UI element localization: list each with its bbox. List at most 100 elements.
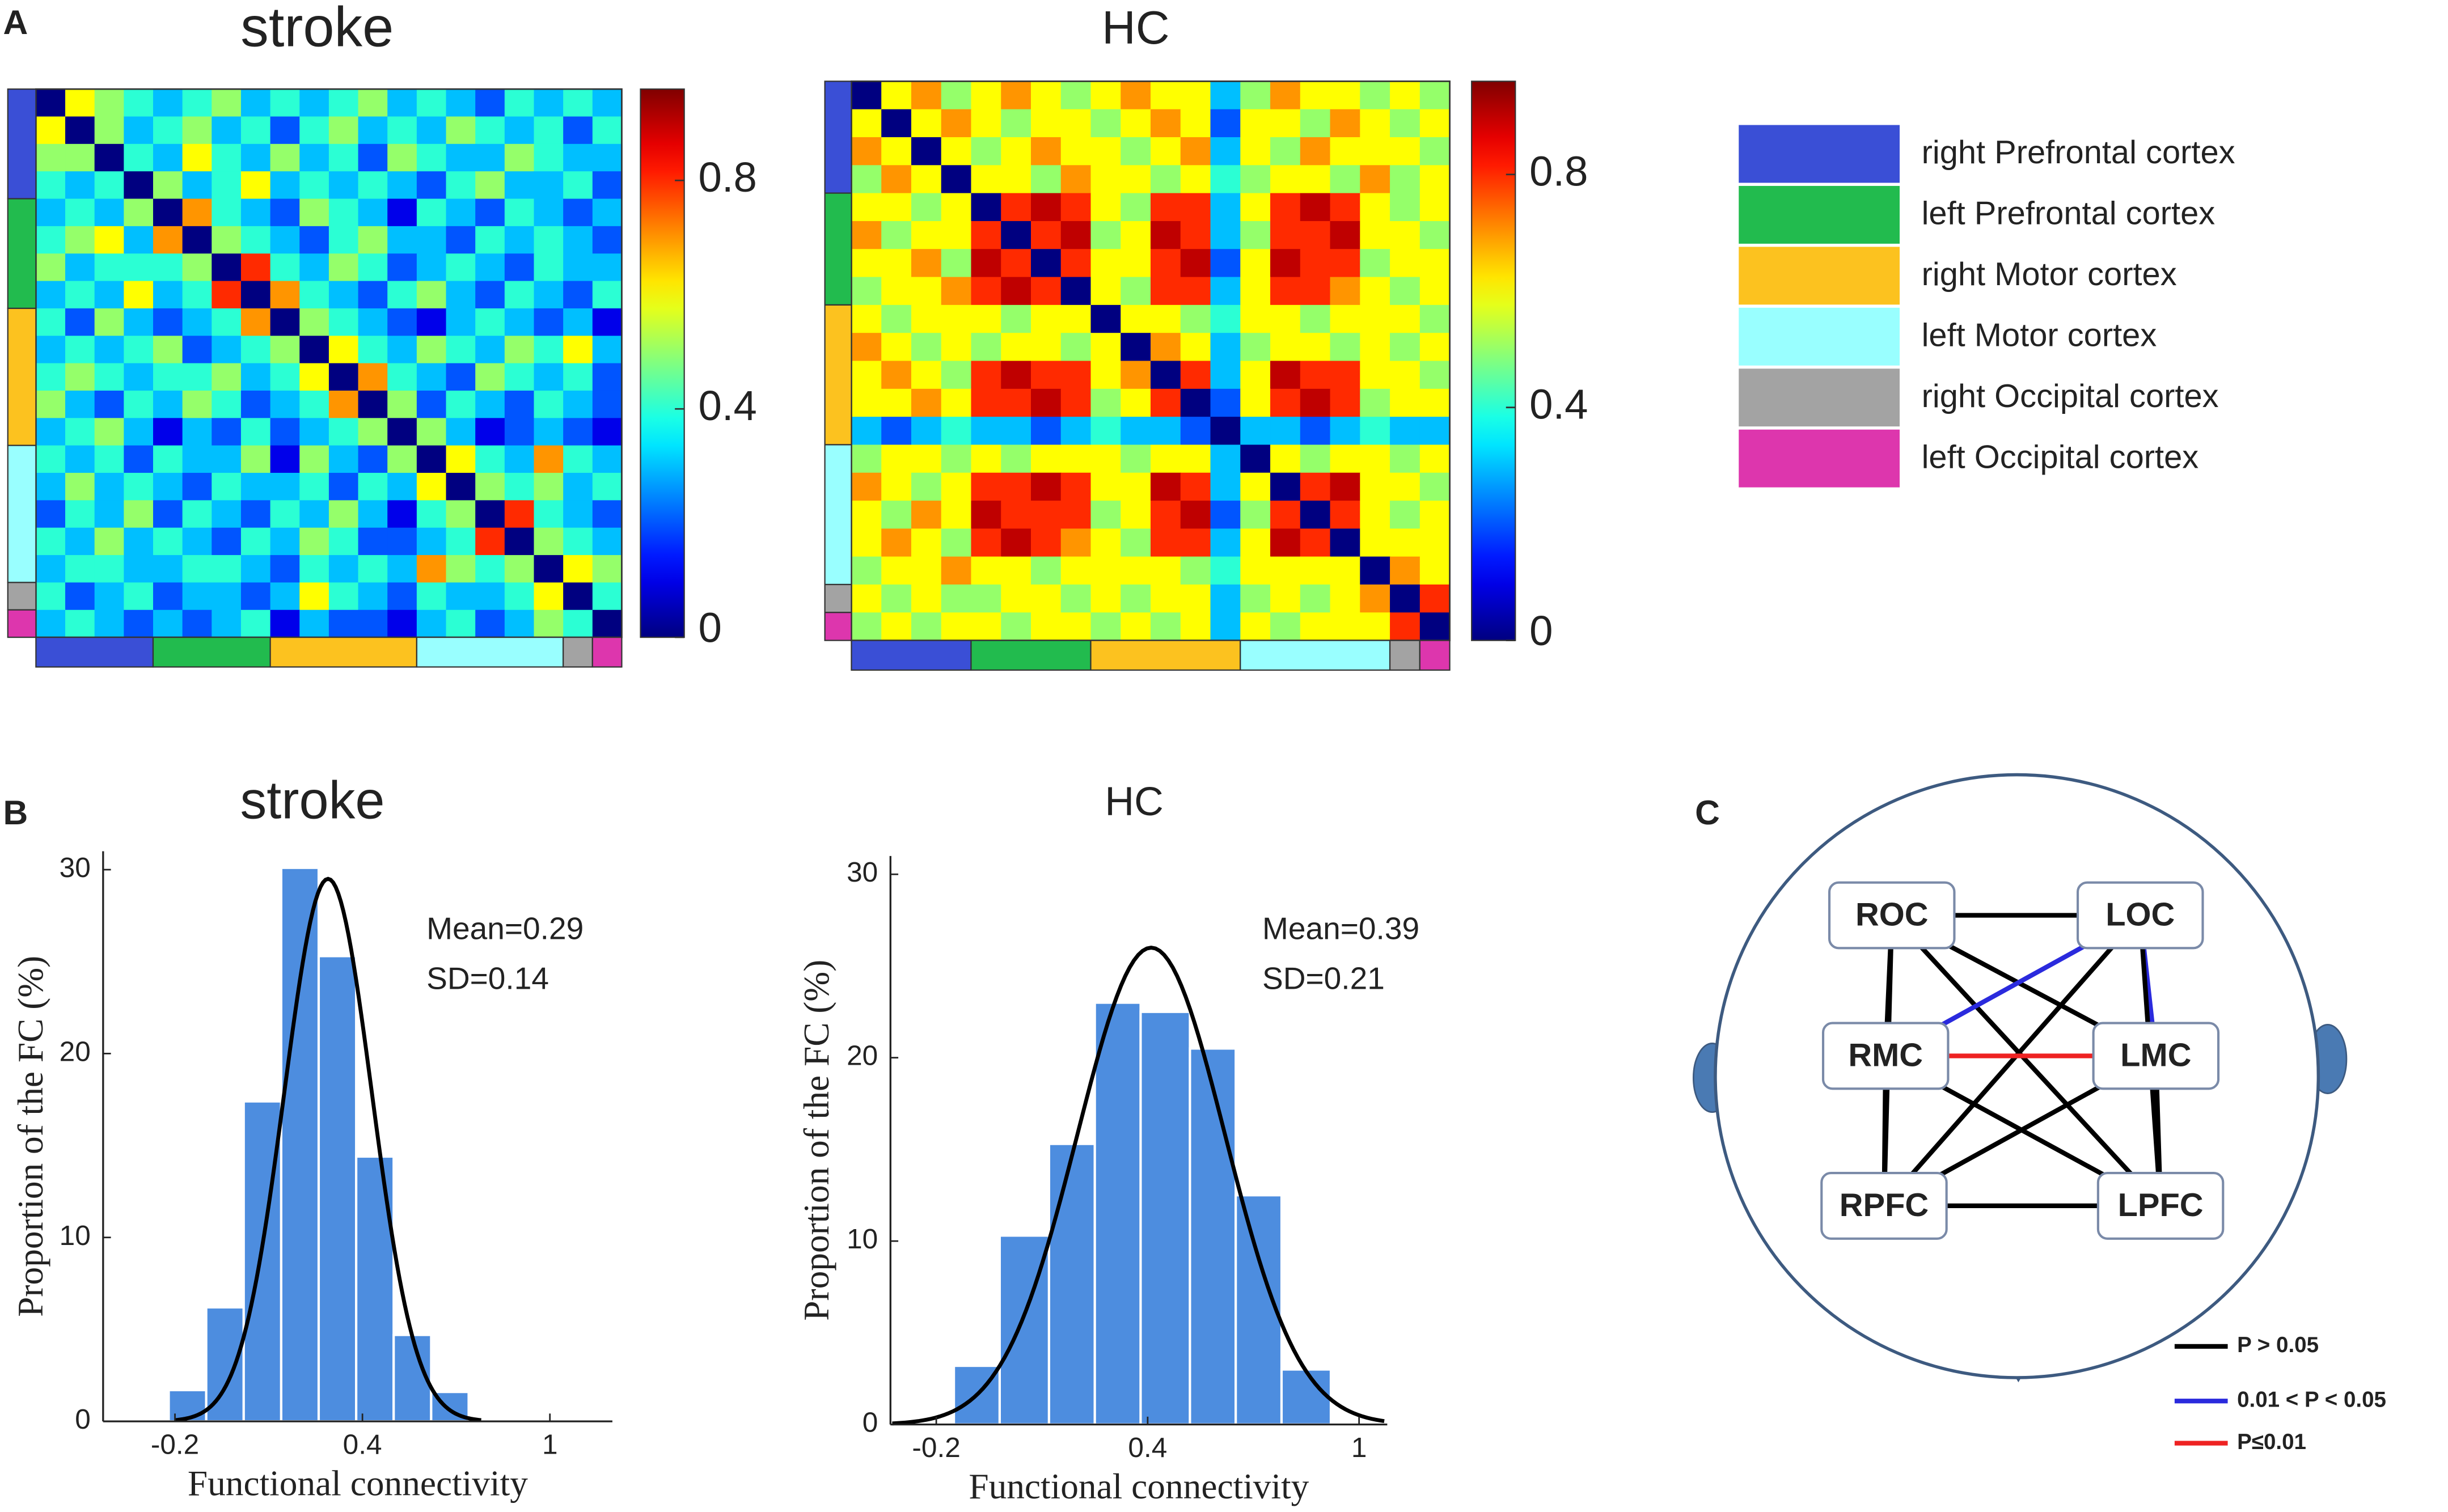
heatmap-cell xyxy=(153,609,183,638)
region-bar xyxy=(824,583,852,613)
heatmap-cell xyxy=(1330,333,1361,362)
legend-label: right Occipital cortex xyxy=(1922,378,2219,414)
heatmap-cell xyxy=(1270,501,1301,530)
heatmap-cell xyxy=(416,363,447,391)
heatmap-cell xyxy=(1151,249,1181,278)
heatmap-cell xyxy=(504,116,535,145)
heatmap-cell xyxy=(416,281,447,309)
heatmap-cell xyxy=(328,171,359,200)
heatmap-cell xyxy=(1060,472,1092,501)
histogram-bar xyxy=(1047,1142,1096,1426)
region-bar xyxy=(563,637,593,668)
heatmap-cell xyxy=(504,609,535,638)
heatmap-cell xyxy=(1300,361,1331,389)
heatmap-cell xyxy=(971,417,1002,446)
heatmap-cell xyxy=(446,418,476,446)
heatmap-cell xyxy=(1090,556,1122,585)
heatmap-cell xyxy=(1270,137,1301,166)
heatmap-cell xyxy=(1330,388,1361,417)
heatmap-cell xyxy=(270,116,301,145)
legend-swatch xyxy=(1739,429,1900,488)
heatmap-cell xyxy=(1360,333,1390,362)
network-node xyxy=(2077,881,2204,950)
heatmap-cell xyxy=(124,500,154,528)
heatmap-cell xyxy=(504,363,535,391)
heatmap-cell xyxy=(182,281,213,309)
heatmap-cell xyxy=(240,253,271,282)
heatmap-cell xyxy=(36,143,66,172)
heatmap-cell xyxy=(416,390,447,419)
heatmap-cell xyxy=(1419,361,1451,389)
heatmap-cell xyxy=(416,308,447,337)
network-node xyxy=(1828,881,1956,950)
heatmap-cell xyxy=(971,556,1002,585)
heatmap-cell xyxy=(504,198,535,227)
heatmap-cell xyxy=(504,555,535,583)
heatmap-cell xyxy=(1030,277,1062,306)
heatmap-cell xyxy=(1360,221,1390,250)
heatmap-cell xyxy=(911,221,942,250)
heatmap-cell xyxy=(1180,193,1211,222)
heatmap-cell xyxy=(387,582,417,611)
heatmap-cell xyxy=(504,500,535,528)
heatmap-cell xyxy=(358,336,388,364)
heatmap-cell xyxy=(1121,249,1151,278)
heatmap-cell xyxy=(851,556,882,585)
heatmap-cell xyxy=(299,143,329,172)
heatmap-cell xyxy=(911,472,942,501)
heatmap-cell xyxy=(1060,612,1092,641)
heatmap-cell xyxy=(1030,417,1062,446)
heatmap-cell xyxy=(1390,193,1420,222)
heatmap-cell xyxy=(416,445,447,473)
heatmap-cell xyxy=(592,89,623,117)
heatmap-cell xyxy=(851,221,882,250)
heatmap-cell xyxy=(36,336,66,364)
heatmap-cell xyxy=(881,361,912,389)
heatmap-cell xyxy=(941,472,972,501)
histogram-bar xyxy=(280,866,320,1423)
heatmap-cell xyxy=(881,277,912,306)
heatmap-cell xyxy=(1419,249,1451,278)
heatmap-cell xyxy=(1001,388,1031,417)
heatmap-cell xyxy=(358,226,388,255)
heatmap-cell xyxy=(212,281,242,309)
heatmap-cell xyxy=(94,116,125,145)
heatmap-cell xyxy=(1240,361,1271,389)
heatmap-cell xyxy=(1210,472,1241,501)
node-label: LPFC xyxy=(2118,1187,2204,1223)
heatmap-cell xyxy=(881,109,912,138)
heatmap-cell xyxy=(65,281,95,309)
heatmap-cell xyxy=(971,528,1002,557)
heatmap-cell xyxy=(1030,221,1062,250)
heatmap-cell xyxy=(94,363,125,391)
heatmap-cell xyxy=(153,527,183,556)
heatmap-cell xyxy=(416,555,447,583)
heatmap-cell xyxy=(851,417,882,446)
heatmap-cell xyxy=(1270,333,1301,362)
heatmap-cell xyxy=(36,555,66,583)
heatmap-cell xyxy=(212,609,242,638)
heatmap-cell xyxy=(971,165,1002,194)
heatmap-cell xyxy=(1210,388,1241,417)
heatmap-cell xyxy=(1060,304,1092,334)
heatmap-cell xyxy=(1300,165,1331,194)
heatmap-cell xyxy=(270,500,301,528)
heatmap-cell xyxy=(124,143,154,172)
heatmap-cell xyxy=(911,137,942,166)
heatmap-cell xyxy=(446,226,476,255)
heatmap-cell xyxy=(182,582,213,611)
heatmap-cell xyxy=(971,137,1002,166)
heatmap-cell xyxy=(1240,109,1271,138)
heatmap-cell xyxy=(941,221,972,250)
heatmap-cell xyxy=(475,390,505,419)
heatmap-cell xyxy=(1390,556,1420,585)
heatmap-cell xyxy=(328,582,359,611)
heatmap-cell xyxy=(240,390,271,419)
heatmap-cell xyxy=(1360,472,1390,501)
heatmap-cell xyxy=(446,527,476,556)
heatmap-cell xyxy=(1240,277,1271,306)
heatmap-cell xyxy=(563,582,593,611)
heatmap-cell xyxy=(1090,444,1122,473)
heatmap-cell xyxy=(387,116,417,145)
heatmap-cell xyxy=(592,171,623,200)
